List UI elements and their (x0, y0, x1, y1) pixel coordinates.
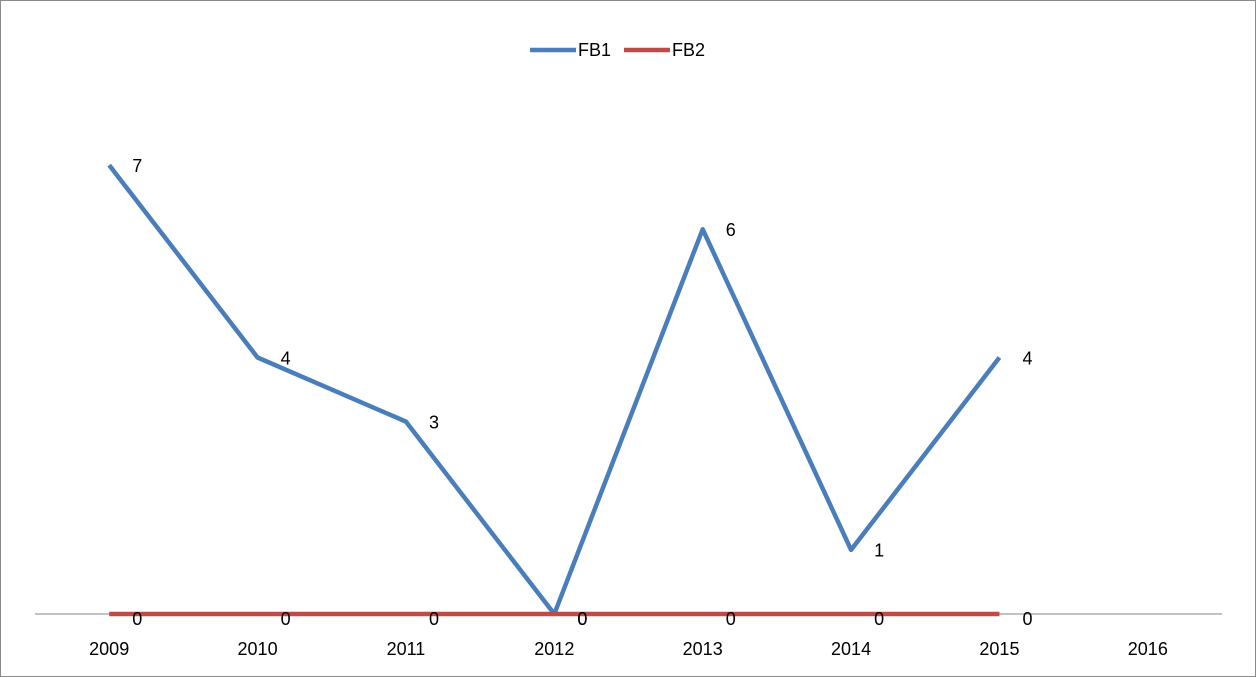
x-tick-label: 2016 (1128, 639, 1168, 659)
data-label: 7 (132, 156, 142, 176)
data-label: 0 (1022, 609, 1032, 629)
x-tick-label: 2009 (89, 639, 129, 659)
data-label: 0 (577, 609, 587, 629)
data-label: 1 (874, 541, 884, 561)
data-label: 0 (577, 609, 587, 629)
x-tick-label: 2014 (831, 639, 871, 659)
data-label: 0 (429, 609, 439, 629)
x-tick-label: 2010 (238, 639, 278, 659)
data-label: 4 (1022, 348, 1032, 368)
x-tick-label: 2011 (387, 639, 426, 659)
data-label: 0 (874, 609, 884, 629)
data-label: 0 (132, 609, 142, 629)
x-tick-label: 2015 (979, 639, 1019, 659)
data-label: 0 (281, 609, 291, 629)
x-tick-label: 2012 (534, 639, 574, 659)
legend-label: FB2 (672, 40, 705, 60)
legend-label: FB1 (578, 40, 611, 60)
data-label: 3 (429, 412, 439, 432)
x-tick-label: 2013 (683, 639, 723, 659)
data-label: 0 (726, 609, 736, 629)
data-label: 4 (281, 348, 291, 368)
data-label: 6 (726, 220, 736, 240)
